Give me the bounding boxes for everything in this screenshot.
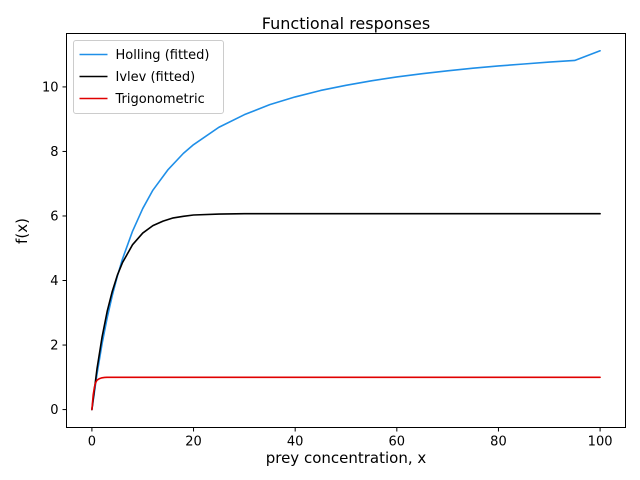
x-axis: 0 20 40 60 80 100	[88, 427, 613, 450]
plot-lines	[91, 49, 601, 411]
plot-frame	[66, 33, 626, 428]
series-line-1	[91, 212, 601, 411]
y-tick-label: 6	[50, 209, 58, 224]
x-tick-label: 0	[88, 435, 96, 450]
legend-label-1: Ivlev (fitted)	[116, 70, 196, 85]
x-tick-label: 80	[490, 435, 507, 450]
x-tick-label: 40	[287, 435, 304, 450]
chart-title: Functional responses	[262, 14, 430, 33]
series-line-2	[91, 376, 601, 411]
x-axis-label: prey concentration, x	[266, 449, 427, 467]
legend: Holling (fitted) Ivlev (fitted) Trigonomet…	[73, 40, 224, 114]
y-tick-label: 4	[50, 274, 58, 289]
x-tick-label: 100	[588, 435, 613, 450]
y-tick-label: 2	[50, 339, 58, 354]
y-axis: 0 2 4 6 8 10	[42, 80, 67, 418]
y-tick-label: 8	[50, 145, 58, 160]
y-axis-label: f(x)	[13, 218, 31, 244]
legend-label-0: Holling (fitted)	[116, 48, 210, 63]
legend-label-2: Trigonometric	[115, 92, 205, 107]
y-tick-label: 10	[42, 80, 59, 95]
legend-box	[73, 40, 224, 114]
x-tick-label: 60	[389, 435, 406, 450]
x-tick-label: 20	[185, 435, 202, 450]
y-tick-label: 0	[50, 403, 58, 418]
